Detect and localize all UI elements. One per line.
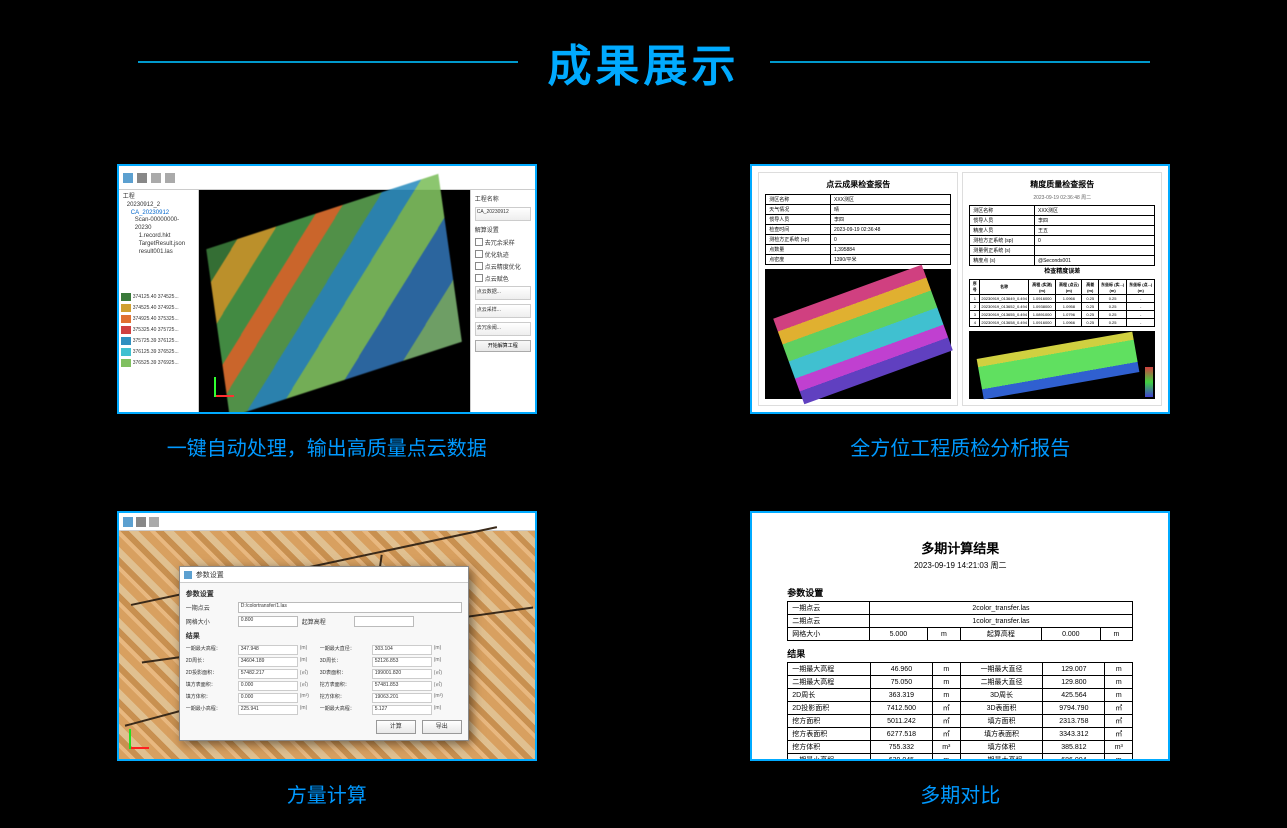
thumb-volume: 参数设置 参数设置 一期点云 D:/colortransfer/1.las 网格… <box>117 511 537 761</box>
export-button[interactable]: 导出 <box>422 720 462 734</box>
report1-preview <box>765 269 951 399</box>
toolbar <box>119 513 535 531</box>
viewport-3d[interactable] <box>199 190 470 412</box>
start-process-button[interactable]: 开始解算工程 <box>475 340 531 352</box>
input-grid-size[interactable]: 0.800 <box>238 616 298 627</box>
project-name-field[interactable]: CA_20230912 <box>475 207 531 221</box>
input-pointcloud-path[interactable]: D:/colortransfer/1.las <box>238 602 462 613</box>
caption: 全方位工程质检分析报告 <box>850 432 1070 461</box>
results-table: 一期最大高程46.960m一期最大直径129.007m 二期最大高程75.050… <box>787 662 1133 761</box>
calculate-button[interactable]: 计算 <box>376 720 416 734</box>
checkbox-trajectory[interactable]: 优化轨迹 <box>475 250 531 258</box>
card-reports: 点云成果检查报告 测区名称XXX测区 天气情况晴 惯导人员李四 检查时间2023… <box>734 164 1188 461</box>
thumb-pointcloud: 工程 20230912_2 CA_20230912 Scan-00000000-… <box>117 164 537 414</box>
viewport-terrain[interactable]: 参数设置 参数设置 一期点云 D:/colortransfer/1.las 网格… <box>119 531 535 759</box>
color-legend: 374125.40 374525... 374525.40 374925... … <box>119 290 198 412</box>
report-pointcloud-check: 点云成果检查报告 测区名称XXX测区 天气情况晴 惯导人员李四 检查时间2023… <box>758 172 958 406</box>
card-multiperiod: 多期计算结果 2023-09-19 14:21:03 周二 参数设置 一期点云2… <box>734 511 1188 808</box>
report2-table: 测区名称XXX测区 惯导人员李四 精度人员王五 测检方正系统 (sp)0 测量例… <box>969 205 1155 266</box>
color-scale-icon <box>1145 367 1153 397</box>
checkbox-accuracy[interactable]: 点云精度优化 <box>475 262 531 270</box>
report-date: 2023-09-19 14:21:03 周二 <box>914 560 1007 571</box>
page-title: 成果展示 <box>518 30 770 94</box>
volume-dialog: 参数设置 参数设置 一期点云 D:/colortransfer/1.las 网格… <box>179 566 469 741</box>
page-header: 成果展示 <box>0 0 1287 114</box>
caption: 一键自动处理，输出高质量点云数据 <box>167 432 487 461</box>
report-title: 多期计算结果 <box>921 538 999 557</box>
caption: 多期对比 <box>920 779 1000 808</box>
left-panel: 工程 20230912_2 CA_20230912 Scan-00000000-… <box>119 190 199 412</box>
toolbar <box>119 166 535 190</box>
params-table: 一期点云2color_transfer.las 二期点云1color_trans… <box>787 601 1133 641</box>
header-line-left <box>138 61 518 63</box>
thumb-reports: 点云成果检查报告 测区名称XXX测区 天气情况晴 惯导人员李四 检查时间2023… <box>750 164 1170 414</box>
axis-gizmo-icon <box>129 719 159 749</box>
card-volume: 参数设置 参数设置 一期点云 D:/colortransfer/1.las 网格… <box>100 511 554 808</box>
card-pointcloud: 工程 20230912_2 CA_20230912 Scan-00000000-… <box>100 164 554 461</box>
report2-preview <box>969 331 1155 399</box>
header-line-right <box>770 61 1150 63</box>
checkbox-dedup[interactable]: 去冗余采样 <box>475 238 531 246</box>
axis-gizmo-icon <box>214 367 244 397</box>
right-panel: 工程名称 CA_20230912 解算设置 去冗余采样 优化轨迹 点云精度优化 … <box>470 190 535 412</box>
caption: 方量计算 <box>287 779 367 808</box>
dialog-title: 参数设置 <box>180 567 468 583</box>
input-base-elev[interactable] <box>354 616 414 627</box>
report1-table: 测区名称XXX测区 天气情况晴 惯导人员李四 检查时间2023-09-19 02… <box>765 194 951 265</box>
showcase-grid: 工程 20230912_2 CA_20230912 Scan-00000000-… <box>0 114 1287 828</box>
checkbox-colorize[interactable]: 点云赋色 <box>475 274 531 282</box>
report2-error-table: 序号 名称 高程 (实测)(m) 高程 (点云)(m) 高差 (m) 东坐标 (… <box>969 279 1155 327</box>
report-accuracy-check: 精度质量检查报告 2023-09-19 02:36:48 周二 测区名称XXX测… <box>962 172 1162 406</box>
project-tree[interactable]: 工程 20230912_2 CA_20230912 Scan-00000000-… <box>119 190 198 290</box>
results-grid: 一期最大高程：347.948(m) 一期最大直径：303.104(m) 2D周长… <box>186 645 462 715</box>
thumb-multiperiod: 多期计算结果 2023-09-19 14:21:03 周二 参数设置 一期点云2… <box>750 511 1170 761</box>
